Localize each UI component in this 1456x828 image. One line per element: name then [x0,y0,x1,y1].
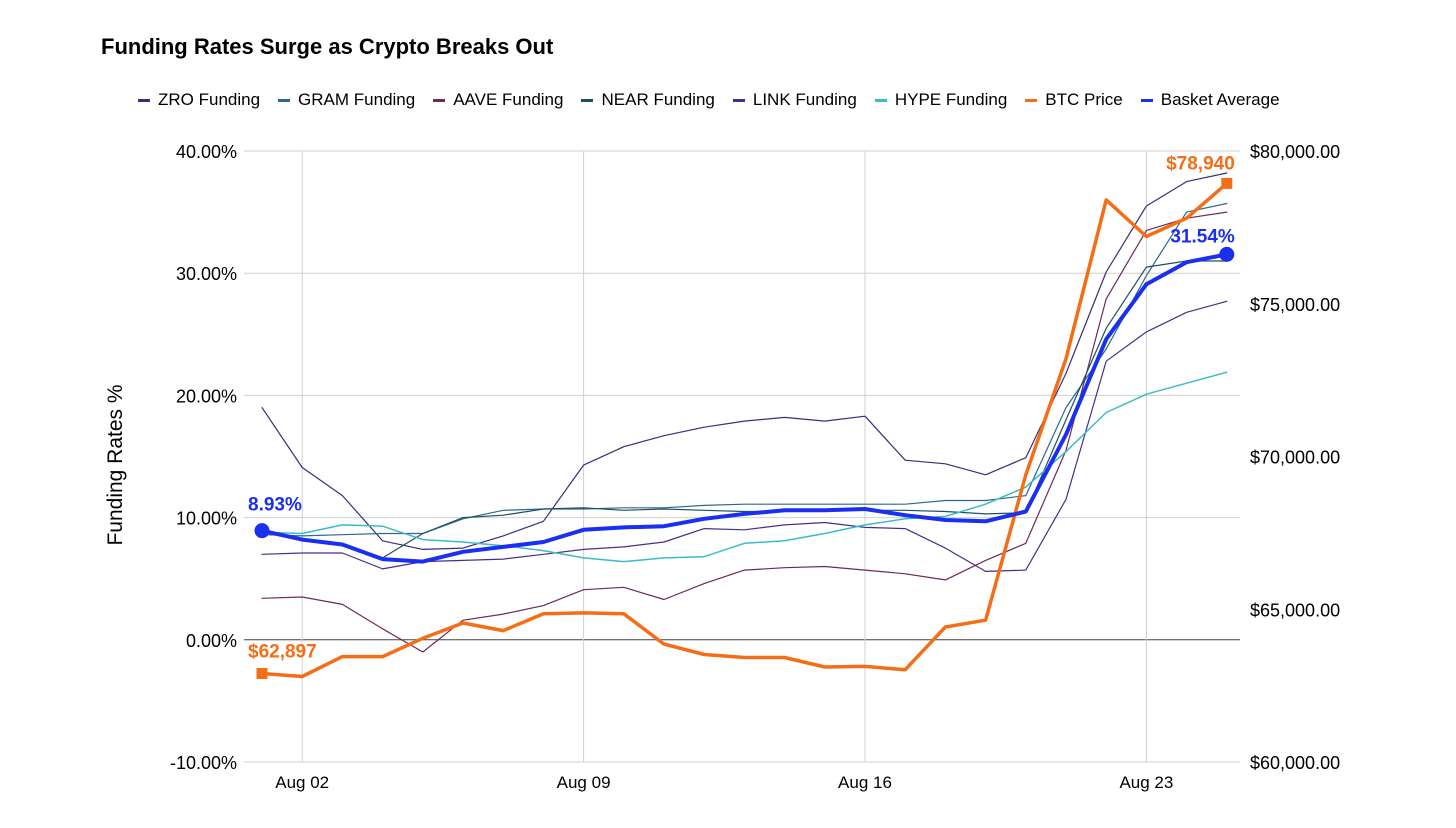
data-label: 8.93% [248,495,302,516]
series-line-aave-funding [261,211,1228,653]
data-label: 31.54% [1170,226,1235,247]
legend-label: NEAR Funding [601,90,715,109]
series-line-hype-funding [261,371,1228,563]
data-label: $78,940 [1166,153,1235,174]
chart-title: Funding Rates Surge as Crypto Breaks Out [101,34,554,59]
chart-legend: ZRO Funding GRAM Funding AAVE Funding NEAR … [138,90,1280,110]
legend-swatch [138,98,150,102]
legend-item: BTC Price [1025,90,1123,110]
y-right-tick-label: $80,000.00 [1250,142,1340,162]
data-label: $62,897 [248,641,317,662]
legend-item: ZRO Funding [138,90,260,110]
series-line-basket-average [260,252,1229,564]
legend-item: Basket Average [1140,90,1280,110]
series-lines [260,172,1229,679]
y-left-tick-label: -10.00% [170,753,237,773]
legend-label: BTC Price [1045,90,1123,109]
legend-swatch [278,98,291,102]
legend-label: HYPE Funding [894,90,1008,109]
x-tick-label: Aug 16 [838,773,892,792]
btc-price-marker [1221,177,1233,189]
btc-price-marker [256,667,268,679]
y-left-tick-label: 10.00% [176,509,237,529]
series-line-near-funding [261,260,1228,559]
y-left-tick-label: 20.00% [176,386,237,406]
series-line-btc-price [260,181,1229,679]
axis-labels: 40.00% 30.00% 20.00% 10.00% 0.00% -10.00% $80,… [170,142,1340,792]
legend-swatch [874,98,887,102]
legend-label: ZRO Funding [158,90,261,109]
y-left-tick-label: 40.00% [176,142,237,162]
legend-item: HYPE Funding [874,90,1008,110]
legend-swatch [1025,98,1038,102]
legend-swatch [581,98,594,102]
y-right-tick-label: $65,000.00 [1250,600,1340,620]
legend-item: GRAM Funding [278,90,415,110]
y-right-tick-label: $70,000.00 [1250,448,1340,468]
legend-label: Basket Average [1160,90,1280,109]
x-tick-label: Aug 09 [557,773,611,792]
legend-item: LINK Funding [732,90,857,110]
x-tick-label: Aug 02 [275,773,329,792]
x-tick-label: Aug 23 [1119,773,1173,792]
legend-label: GRAM Funding [298,90,416,109]
y-right-tick-label: $60,000.00 [1250,753,1340,773]
series-markers [254,177,1235,679]
series-line-zro-funding [261,172,1228,551]
legend-label: LINK Funding [752,90,857,109]
basket-average-marker [254,523,270,539]
legend-label: AAVE Funding [453,90,564,109]
y-left-tick-label: 0.00% [186,631,237,651]
legend-swatch [732,98,745,102]
series-line-gram-funding [261,202,1228,537]
y-left-tick-label: 30.00% [176,264,237,284]
legend-swatch [1140,98,1153,102]
legend-swatch [433,98,446,102]
grid-lines [244,150,1240,763]
basket-average-marker [1219,246,1235,262]
y-right-tick-label: $75,000.00 [1250,295,1340,315]
legend-item: NEAR Funding [581,90,715,110]
legend-item: AAVE Funding [433,90,563,110]
